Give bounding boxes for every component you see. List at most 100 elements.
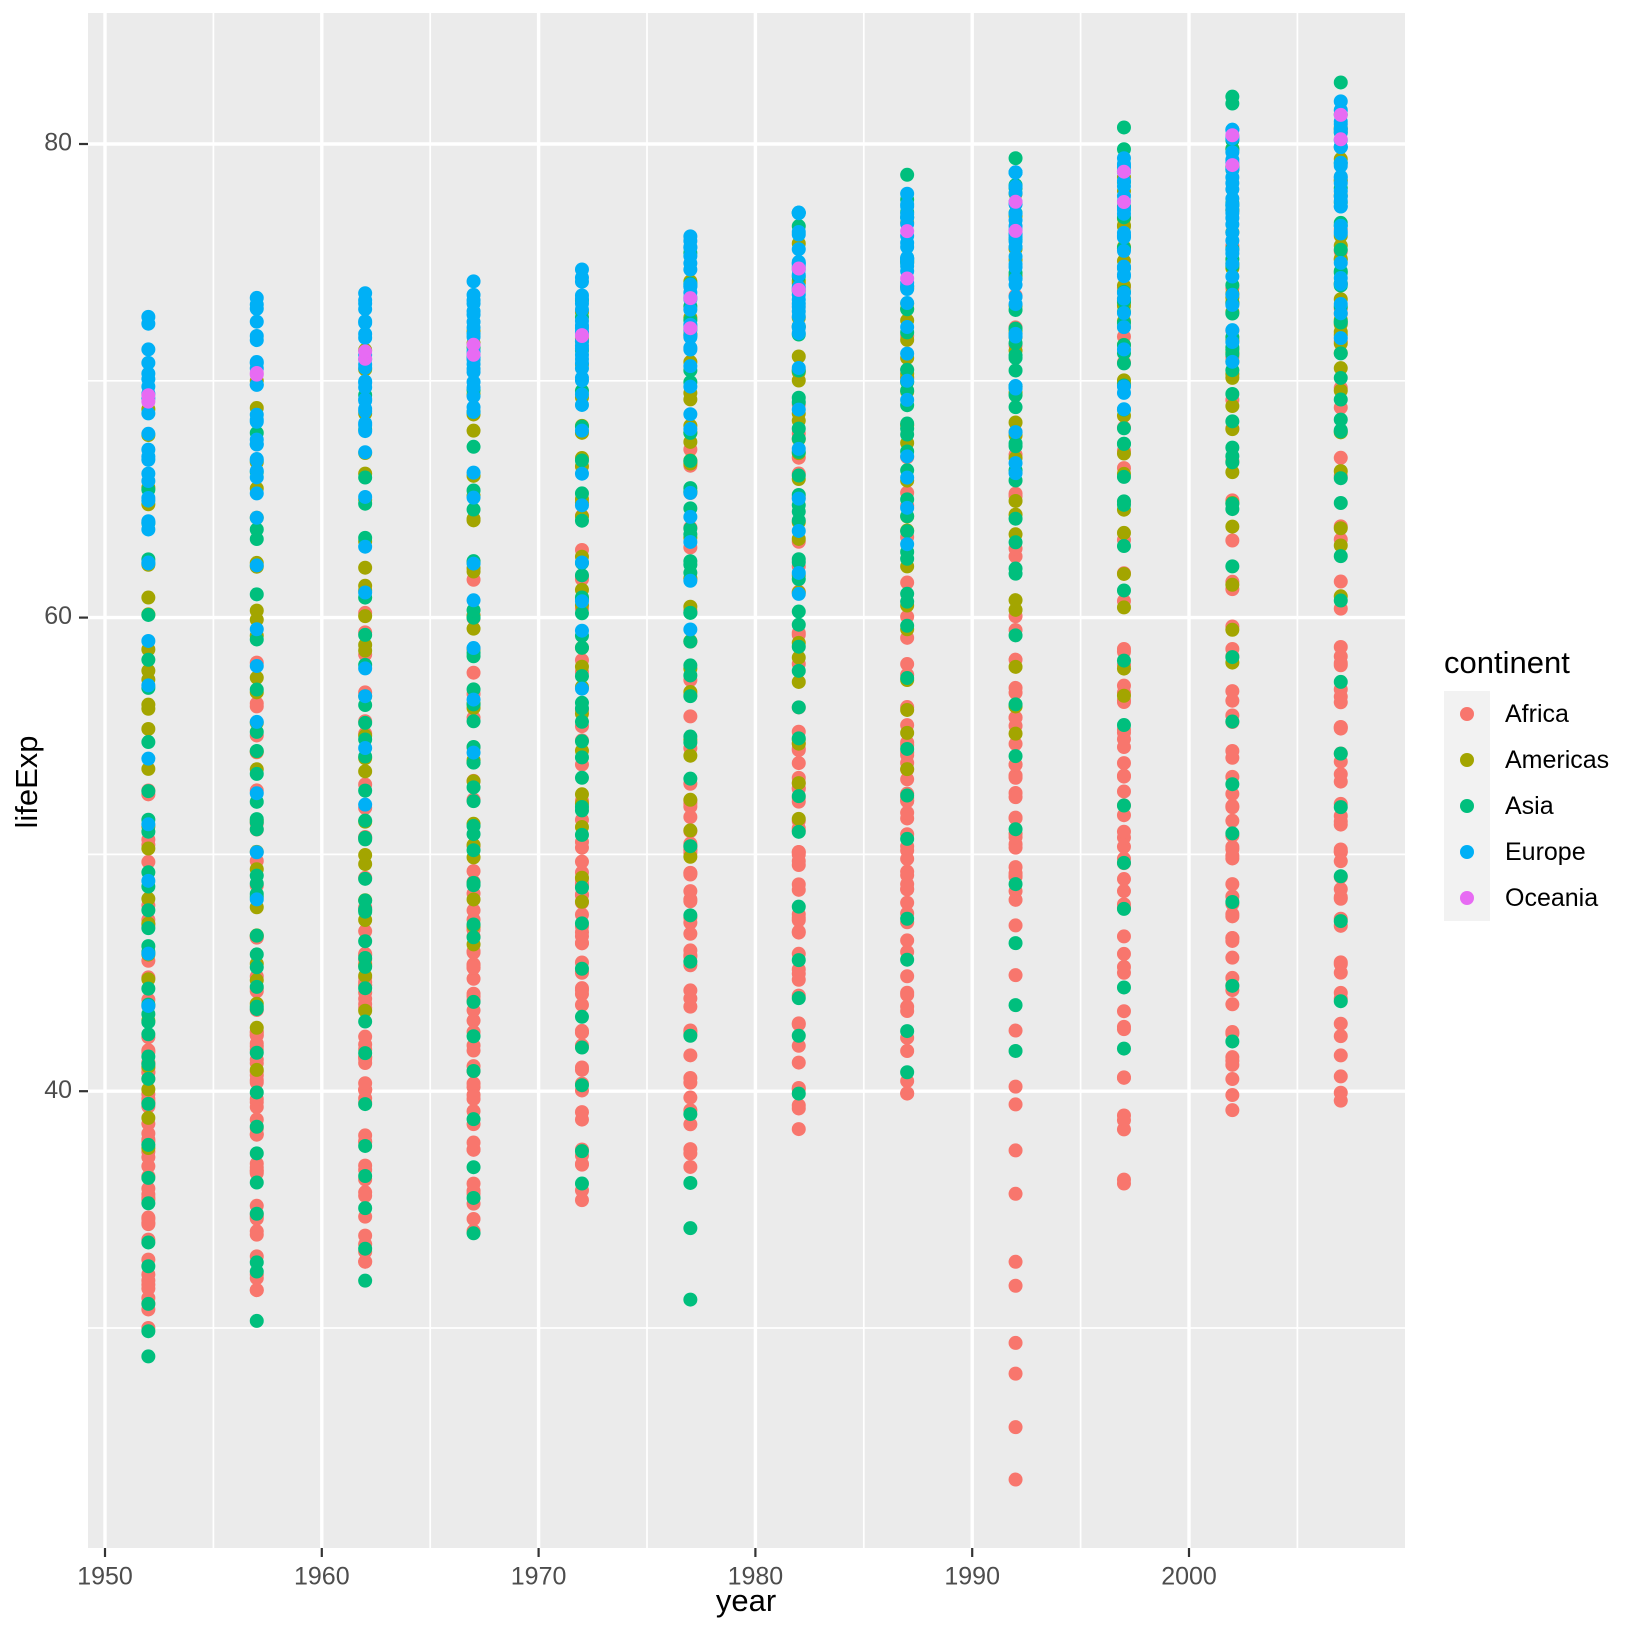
- data-point: [358, 764, 373, 779]
- data-point: [1225, 978, 1240, 993]
- legend-key: [1444, 829, 1490, 875]
- data-point: [683, 302, 698, 317]
- data-point: [358, 326, 373, 341]
- data-point: [141, 1126, 156, 1141]
- data-point: [791, 586, 806, 601]
- data-point: [1008, 511, 1023, 526]
- data-point: [1225, 414, 1240, 429]
- data-point: [683, 810, 698, 825]
- data-point: [1008, 297, 1023, 312]
- data-point: [683, 453, 698, 468]
- data-point: [574, 894, 589, 909]
- data-point: [574, 313, 589, 328]
- data-point: [1008, 466, 1023, 481]
- data-point: [141, 490, 156, 505]
- data-point: [1333, 370, 1348, 385]
- data-point: [900, 416, 915, 431]
- data-point: [683, 1146, 698, 1161]
- data-point: [1008, 363, 1023, 378]
- data-point: [1225, 997, 1240, 1012]
- data-point: [1333, 155, 1348, 170]
- data-point: [1116, 259, 1131, 274]
- data-point: [358, 445, 373, 460]
- data-point: [574, 916, 589, 931]
- data-point: [1225, 440, 1240, 455]
- data-point: [358, 585, 373, 600]
- data-point: [249, 1119, 264, 1134]
- data-point: [1333, 593, 1348, 608]
- legend-dot-icon: [1460, 891, 1474, 905]
- data-point: [1333, 450, 1348, 465]
- data-point: [141, 1281, 156, 1296]
- data-point: [358, 344, 373, 359]
- data-point: [358, 375, 373, 390]
- data-point: [249, 1160, 264, 1175]
- data-point: [791, 776, 806, 791]
- data-point: [683, 573, 698, 588]
- data-point: [791, 700, 806, 715]
- data-point: [1225, 577, 1240, 592]
- data-point: [900, 788, 915, 803]
- data-point: [141, 1049, 156, 1064]
- data-point: [141, 388, 156, 403]
- data-point: [1116, 980, 1131, 995]
- data-point: [791, 1101, 806, 1116]
- data-point: [1333, 346, 1348, 361]
- data-point: [1116, 784, 1131, 799]
- data-point: [1116, 525, 1131, 540]
- data-point: [1333, 392, 1348, 407]
- data-point: [1225, 622, 1240, 637]
- data-point: [1225, 743, 1240, 758]
- data-point: [1008, 179, 1023, 194]
- data-point: [900, 952, 915, 967]
- data-point: [358, 689, 373, 704]
- data-point: [358, 893, 373, 908]
- y-axis-title: lifeExp: [9, 735, 44, 829]
- data-point: [1225, 693, 1240, 708]
- data-point: [683, 709, 698, 724]
- data-point: [1008, 685, 1023, 700]
- data-point: [900, 575, 915, 590]
- data-point: [683, 554, 698, 569]
- data-point: [358, 981, 373, 996]
- data-point: [1008, 326, 1023, 341]
- data-point: [683, 908, 698, 923]
- data-point: [791, 491, 806, 506]
- data-point: [466, 917, 481, 932]
- data-point: [1225, 287, 1240, 302]
- data-point: [1333, 424, 1348, 439]
- data-point: [1008, 223, 1023, 238]
- data-point: [466, 1135, 481, 1150]
- data-point: [791, 953, 806, 968]
- data-point: [1116, 855, 1131, 870]
- data-point: [358, 424, 373, 439]
- data-point: [466, 1190, 481, 1205]
- data-point: [141, 1082, 156, 1097]
- data-point: [791, 811, 806, 826]
- data-point: [791, 361, 806, 376]
- data-point: [791, 789, 806, 804]
- data-point: [900, 725, 915, 740]
- data-point: [574, 466, 589, 481]
- data-point: [791, 441, 806, 456]
- data-point: [574, 827, 589, 842]
- x-tick-label: 1960: [294, 1563, 350, 1591]
- data-point: [1333, 1069, 1348, 1084]
- data-point: [249, 612, 264, 627]
- data-point: [141, 873, 156, 888]
- data-point: [249, 558, 264, 573]
- data-point: [1008, 271, 1023, 286]
- data-point: [791, 523, 806, 538]
- data-point: [1333, 331, 1348, 346]
- data-point: [574, 328, 589, 343]
- data-point: [683, 748, 698, 763]
- data-point: [791, 421, 806, 436]
- data-point: [141, 1296, 156, 1311]
- data-point: [141, 981, 156, 996]
- data-point: [141, 1137, 156, 1152]
- data-point: [141, 1015, 156, 1030]
- data-point: [1333, 854, 1348, 869]
- data-point: [574, 568, 589, 583]
- data-point: [249, 314, 264, 329]
- data-point: [1333, 674, 1348, 689]
